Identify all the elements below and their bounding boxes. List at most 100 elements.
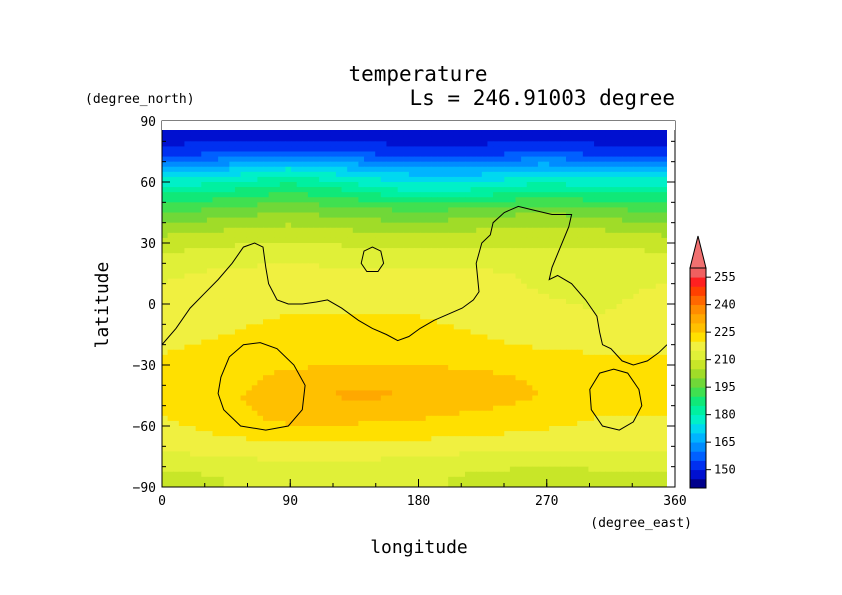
field-cell (448, 380, 455, 386)
field-cell (313, 227, 320, 234)
field-cell (274, 166, 281, 173)
field-cell (594, 349, 601, 356)
field-cell (476, 349, 483, 356)
field-cell (498, 161, 505, 168)
field-cell (206, 344, 214, 351)
field-cell (380, 288, 388, 295)
field-cell (526, 319, 533, 325)
field-cell (229, 146, 236, 153)
field-cell (526, 166, 533, 173)
field-cell (347, 344, 354, 351)
field-cell (324, 390, 331, 397)
field-cell (599, 141, 606, 148)
field-cell (465, 232, 472, 239)
field-cell (493, 207, 500, 214)
field-cell (268, 212, 275, 219)
field-cell (504, 354, 511, 361)
field-cell (229, 339, 236, 346)
field-cell (240, 141, 247, 148)
field-cell (201, 349, 208, 356)
field-cell (173, 187, 180, 193)
field-cell (655, 293, 662, 300)
field-cell (605, 273, 612, 280)
field-cell (408, 187, 416, 193)
field-cell (386, 319, 393, 325)
field-cell (577, 365, 584, 371)
field-cell (330, 273, 337, 280)
field-cell (291, 329, 298, 336)
field-cell (644, 136, 651, 142)
field-cell (358, 161, 365, 168)
field-cell (487, 293, 494, 300)
field-cell (347, 202, 354, 209)
field-cell (319, 222, 326, 229)
field-cell (661, 304, 667, 310)
field-cell (526, 273, 533, 280)
field-cell (420, 187, 427, 193)
field-cell (537, 354, 545, 361)
field-cell (251, 309, 258, 315)
field-cell (582, 227, 590, 234)
field-cell (335, 400, 343, 407)
field-cell (313, 370, 320, 376)
field-cell (285, 207, 292, 214)
field-cell (526, 344, 533, 351)
field-cell (296, 197, 303, 203)
field-cell (537, 380, 545, 386)
field-cell (610, 207, 618, 214)
field-cell (234, 253, 242, 259)
field-cell (307, 385, 315, 392)
field-cell (212, 212, 219, 219)
field-cell (442, 207, 449, 214)
field-cell (274, 248, 281, 254)
field-cell (537, 232, 545, 239)
field-cell (397, 298, 404, 305)
field-cell (263, 329, 270, 336)
field-cell (392, 288, 399, 295)
field-cell (566, 197, 573, 203)
field-cell (291, 202, 298, 209)
field-cell (459, 227, 466, 234)
field-cell (347, 365, 354, 371)
field-cell (330, 380, 337, 386)
field-cell (644, 344, 651, 351)
field-cell (397, 237, 404, 244)
field-cell (622, 354, 629, 361)
field-cell (167, 370, 174, 376)
field-cell (234, 354, 242, 361)
field-cell (453, 365, 460, 371)
field-cell (526, 176, 533, 183)
field-cell (493, 222, 500, 229)
field-cell (408, 293, 416, 300)
field-cell (493, 212, 500, 219)
field-cell (425, 227, 432, 234)
field-cell (465, 258, 472, 264)
field-cell (431, 375, 438, 381)
field-cell (392, 243, 399, 249)
field-cell (375, 217, 382, 224)
field-cell (481, 273, 489, 280)
field-cell (341, 232, 348, 239)
field-cell (448, 349, 455, 356)
field-cell (397, 273, 404, 280)
field-cell (442, 339, 449, 346)
field-cell (178, 400, 186, 407)
field-cell (375, 370, 382, 376)
field-cell (330, 349, 337, 356)
field-cell (324, 141, 331, 148)
field-cell (481, 182, 489, 188)
field-cell (571, 329, 578, 336)
field-cell (369, 166, 376, 173)
field-cell (594, 283, 601, 290)
field-cell (319, 309, 326, 315)
field-cell (408, 339, 416, 346)
field-cell (167, 130, 174, 132)
field-cell (184, 156, 191, 163)
field-cell (610, 253, 618, 259)
field-cell (414, 304, 421, 310)
field-cell (313, 354, 320, 361)
field-cell (420, 344, 427, 351)
field-cell (330, 237, 337, 244)
field-cell (504, 151, 511, 158)
field-cell (386, 288, 393, 295)
